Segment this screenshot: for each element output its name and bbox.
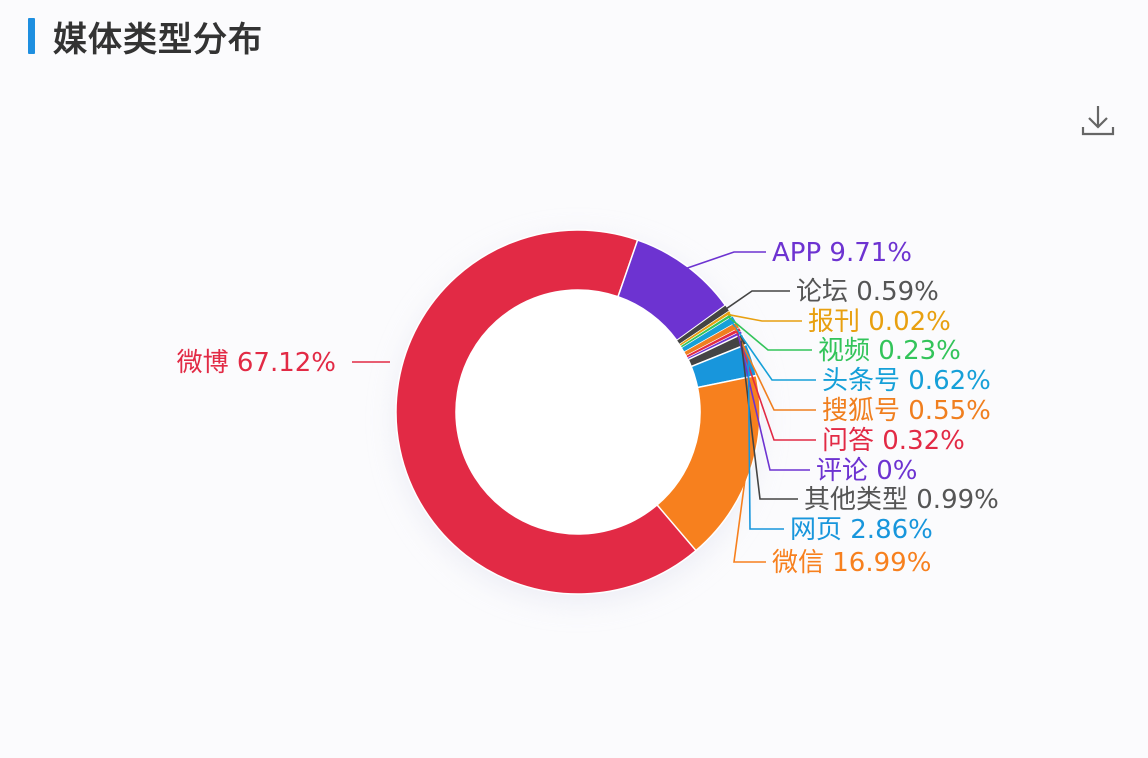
slice-label-头条号: 头条号 0.62%	[822, 366, 991, 396]
donut-slices	[395, 229, 761, 595]
leader-line-视频	[727, 316, 812, 351]
slice-label-APP: APP 9.71%	[772, 238, 912, 268]
leader-line-网页	[747, 360, 784, 530]
slice-label-微信: 微信 16.99%	[772, 548, 931, 578]
slice-label-报刊: 报刊 0.02%	[808, 307, 951, 337]
slice-labels: 微博 67.12% APP 9.71% 论坛 0.59%报刊 0.02%视频 0.2…	[177, 238, 999, 578]
slice-label-微博: 微博 67.12%	[177, 348, 336, 378]
page-title: 媒体类型分布	[53, 19, 263, 60]
leader-line-其他类型	[740, 340, 798, 500]
label-leader-lines	[352, 251, 816, 563]
leader-line-微信	[733, 469, 766, 563]
title-accent-bar	[28, 18, 35, 54]
slice-label-问答: 问答 0.32%	[822, 426, 965, 456]
download-icon	[1081, 106, 1115, 136]
leader-line-头条号	[730, 320, 816, 381]
leader-line-搜狐号	[733, 326, 816, 411]
slice-label-视频: 视频 0.23%	[818, 336, 961, 366]
section-header: 媒体类型分布	[28, 14, 263, 60]
slice-label-论坛: 论坛 0.59%	[796, 277, 939, 307]
slice-label-其他类型: 其他类型 0.99%	[804, 485, 999, 515]
leader-line-APP	[683, 251, 766, 270]
leader-line-论坛	[723, 290, 790, 311]
slice-label-网页: 网页 2.86%	[790, 515, 933, 545]
download-button[interactable]	[1078, 100, 1118, 140]
leader-line-报刊	[726, 313, 802, 322]
slice-label-搜狐号: 搜狐号 0.55%	[822, 396, 991, 426]
slice-label-评论: 评论 0%	[816, 456, 918, 486]
donut-hole	[456, 290, 700, 534]
